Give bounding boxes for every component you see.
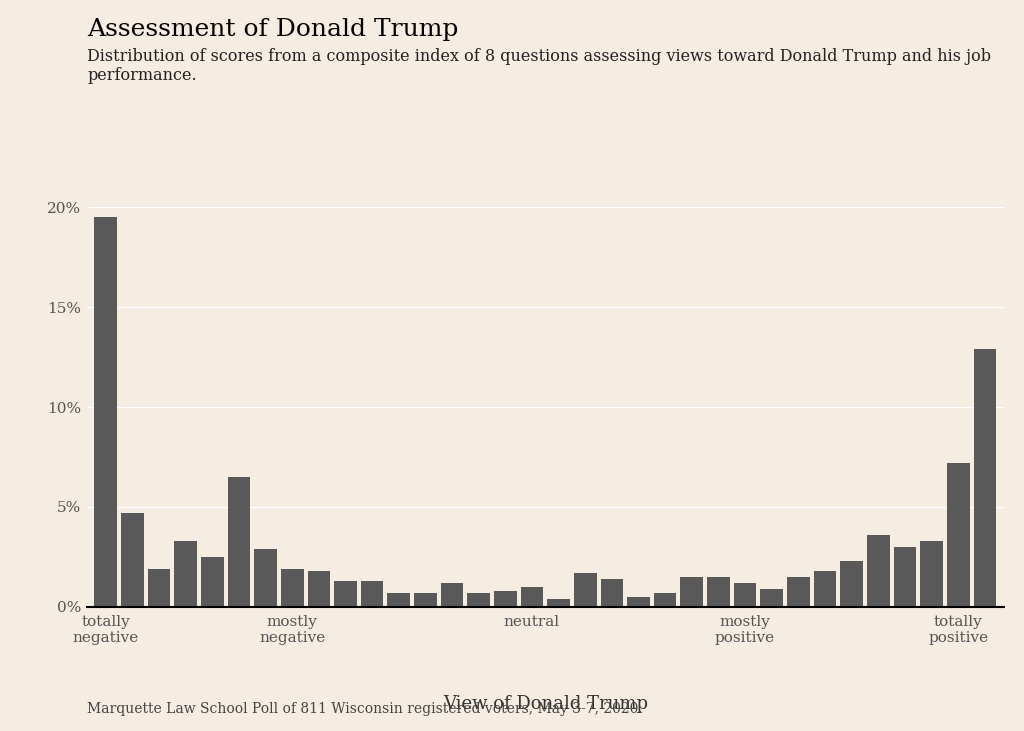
Bar (147, 569, 170, 607)
Bar (734, 583, 757, 607)
Bar (573, 573, 597, 607)
Bar (440, 583, 463, 607)
Bar (520, 587, 544, 607)
Text: Marquette Law School Poll of 811 Wisconsin registered voters, May 3-7, 2020.: Marquette Law School Poll of 811 Wiscons… (87, 702, 643, 716)
Bar (681, 577, 703, 607)
Text: Distribution of scores from a composite index of 8 questions assessing views tow: Distribution of scores from a composite … (87, 48, 991, 84)
Bar (547, 599, 570, 607)
Bar (708, 577, 730, 607)
Bar (201, 557, 223, 607)
Bar (814, 571, 837, 607)
Bar (174, 541, 197, 607)
Bar (600, 579, 624, 607)
Bar (94, 217, 117, 607)
Bar (360, 580, 383, 607)
Bar (467, 593, 490, 607)
Bar (121, 513, 143, 607)
Bar (227, 477, 250, 607)
Bar (761, 588, 783, 607)
Bar (894, 547, 916, 607)
Bar (947, 463, 970, 607)
X-axis label: View of Donald Trump: View of Donald Trump (442, 695, 648, 713)
Bar (787, 577, 810, 607)
Bar (494, 591, 517, 607)
Bar (334, 580, 356, 607)
Bar (281, 569, 303, 607)
Bar (307, 571, 330, 607)
Bar (254, 549, 276, 607)
Bar (387, 593, 410, 607)
Bar (867, 535, 890, 607)
Text: Assessment of Donald Trump: Assessment of Donald Trump (87, 18, 459, 41)
Bar (841, 561, 863, 607)
Bar (414, 593, 436, 607)
Bar (921, 541, 943, 607)
Bar (628, 596, 650, 607)
Bar (654, 593, 677, 607)
Bar (974, 349, 996, 607)
